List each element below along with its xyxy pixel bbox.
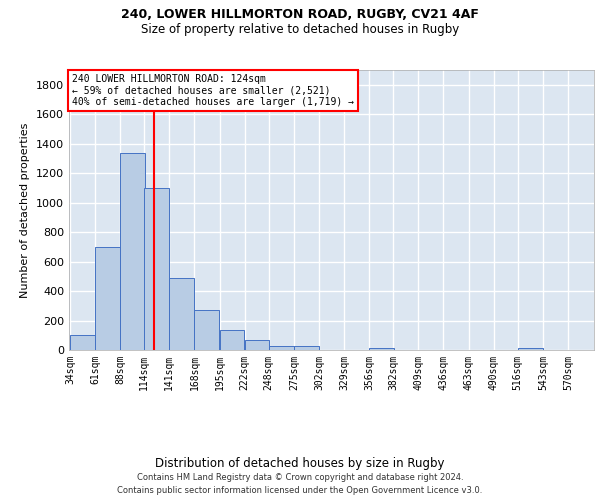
Bar xyxy=(70,336,95,350)
Text: Distribution of detached houses by size in Rugby: Distribution of detached houses by size … xyxy=(155,458,445,470)
Bar xyxy=(294,346,319,350)
Text: Contains HM Land Registry data © Crown copyright and database right 2024.
Contai: Contains HM Land Registry data © Crown c… xyxy=(118,474,482,495)
Bar xyxy=(120,152,145,350)
Y-axis label: Number of detached properties: Number of detached properties xyxy=(20,122,31,298)
Bar xyxy=(169,278,194,350)
Bar xyxy=(269,346,293,350)
Bar xyxy=(518,348,542,350)
Bar xyxy=(245,340,269,350)
Text: Size of property relative to detached houses in Rugby: Size of property relative to detached ho… xyxy=(141,22,459,36)
Bar xyxy=(144,188,169,350)
Bar xyxy=(95,247,120,350)
Bar xyxy=(220,330,244,350)
Text: 240 LOWER HILLMORTON ROAD: 124sqm
← 59% of detached houses are smaller (2,521)
4: 240 LOWER HILLMORTON ROAD: 124sqm ← 59% … xyxy=(71,74,353,108)
Bar xyxy=(369,348,394,350)
Bar xyxy=(194,310,219,350)
Text: 240, LOWER HILLMORTON ROAD, RUGBY, CV21 4AF: 240, LOWER HILLMORTON ROAD, RUGBY, CV21 … xyxy=(121,8,479,20)
